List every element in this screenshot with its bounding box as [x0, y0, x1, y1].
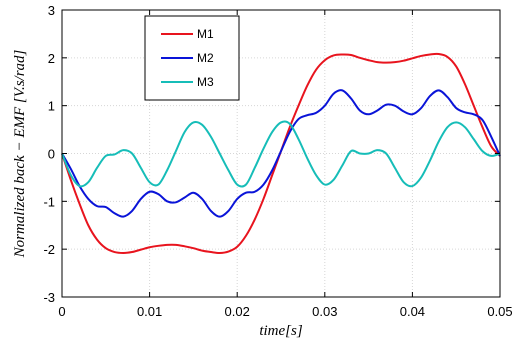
- series-line-m2: [61, 89, 501, 218]
- legend: M1 M2 M3: [144, 15, 240, 101]
- x-tick-label: 0.04: [400, 304, 425, 319]
- y-tick-label: 3: [48, 3, 55, 18]
- legend-label: M3: [197, 75, 214, 89]
- y-tick-label: 1: [48, 99, 55, 114]
- x-axis-label: time[s]: [259, 323, 303, 339]
- x-tick-label: 0.02: [225, 304, 250, 319]
- tick-marks: [61, 9, 501, 298]
- legend-items: M1 M2 M3: [161, 27, 214, 89]
- y-tick-label: 2: [48, 51, 55, 66]
- y-tick-label: 0: [48, 147, 55, 162]
- x-tick-labels: 0 0.01 0.02 0.03 0.04 0.05: [58, 304, 512, 319]
- x-tick-label: 0.03: [312, 304, 337, 319]
- x-tick-label: 0: [58, 304, 65, 319]
- x-tick-label: 0.01: [137, 304, 162, 319]
- series-line-m3: [61, 120, 501, 188]
- series-layer: [61, 52, 501, 254]
- y-tick-label: -1: [43, 194, 55, 209]
- legend-label: M1: [197, 27, 214, 41]
- y-tick-label: -2: [43, 242, 55, 257]
- legend-label: M2: [197, 51, 214, 65]
- y-tick-label: -3: [43, 290, 55, 305]
- x-tick-label: 0.05: [487, 304, 512, 319]
- y-axis-label: Normalized back − EMF [V.s/rad]: [12, 49, 28, 258]
- y-tick-labels: 3 2 1 0 -1 -2 -3: [43, 3, 55, 305]
